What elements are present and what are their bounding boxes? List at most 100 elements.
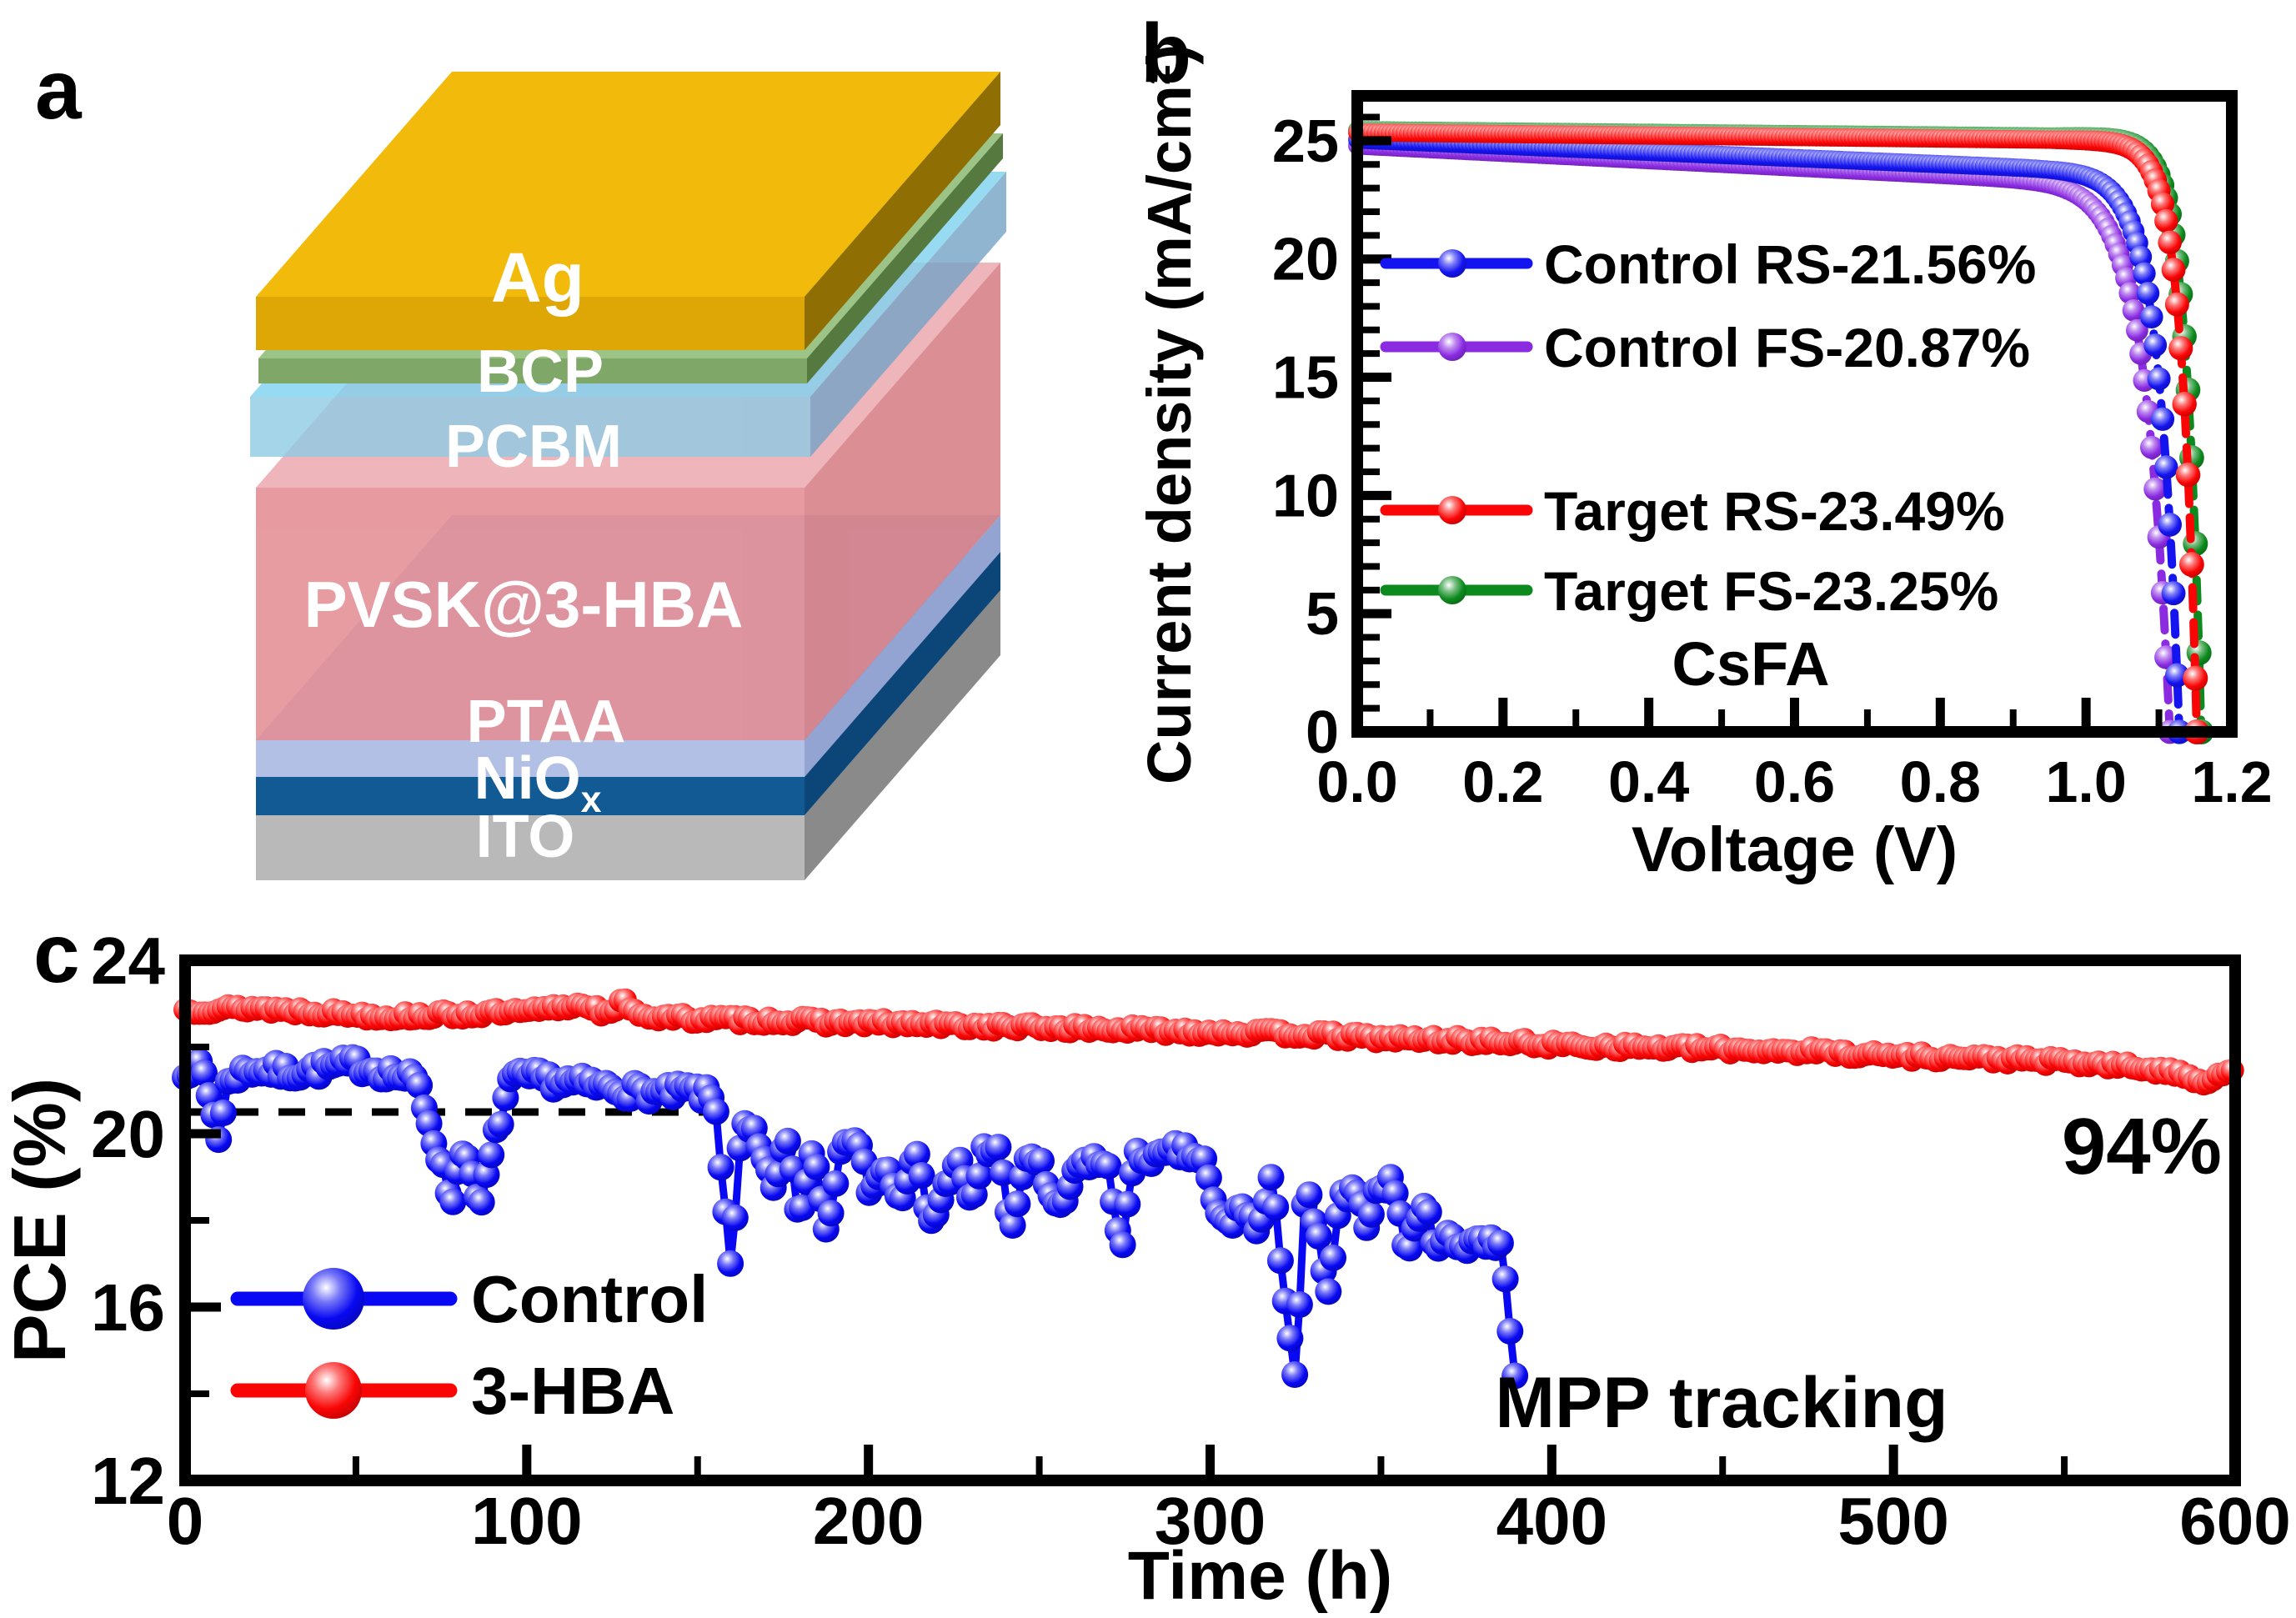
jv-x-tick-label: 1.0 (2046, 749, 2127, 814)
mpp-legend-label: Control (471, 1262, 708, 1336)
mpp-data-marker (191, 1059, 218, 1086)
mpp-data-marker (1296, 1181, 1323, 1209)
jv-legend-item-3: Target RS-23.49% (1380, 480, 2005, 542)
jv-x-tick-label: 0.8 (1900, 749, 1981, 814)
mpp-data-marker (717, 1250, 744, 1277)
mpp-data-marker (1262, 1194, 1290, 1221)
jv-data-marker (2158, 513, 2182, 537)
mpp-axes: 12 16 20 24 0 100 200 300 400 500 600 (91, 924, 2291, 1558)
jv-data-marker (2164, 663, 2189, 688)
jv-legend: Control RS-21.56% Control FS-20.87% Target… (1380, 233, 2036, 622)
layer-niox-front-face (256, 777, 805, 815)
layer-pcbm-side-face (810, 172, 1006, 457)
layer-niox-side-face (805, 552, 1000, 815)
jv-y-tick-label: 0 (1306, 699, 1339, 766)
jv-data-marker (2161, 581, 2186, 606)
mpp-data-marker (1501, 1362, 1529, 1390)
jv-x-tick-label: 0.6 (1754, 749, 1835, 814)
mpp-data-marker (1396, 1235, 1423, 1262)
jv-y-tick-label: 10 (1272, 463, 1339, 529)
mpp-data-marker (1315, 1278, 1342, 1305)
mpp-data-marker (1028, 1147, 1055, 1175)
jv-legend-label: Control FS-20.87% (1544, 317, 2030, 378)
mpp-data-marker (1195, 1164, 1222, 1191)
panel-b-letter: b (1140, 7, 1192, 100)
layer-pvsk-side-face (805, 263, 1000, 740)
jv-legend-item-1: Control RS-21.56% (1380, 233, 2036, 295)
layer-label-ag: Ag (491, 238, 584, 317)
jv-series-1 (1348, 130, 2192, 744)
jv-legend-label: Control RS-21.56% (1544, 233, 2036, 295)
layer-ito-side-face (805, 590, 1000, 880)
panel-c-letter: c (33, 907, 80, 1000)
jv-data-marker (2143, 477, 2168, 501)
annotation-retention-94: 94% (2062, 1102, 2222, 1191)
mpp-data-marker (817, 1200, 845, 1227)
mpp-plot-frame (179, 954, 2241, 1486)
jv-data-marker (2179, 552, 2204, 577)
mpp-data-marker (406, 1072, 434, 1099)
layer-ptaa-front-face (256, 740, 805, 777)
mpp-series-control (172, 1044, 1529, 1390)
jv-data-marker (2150, 407, 2175, 431)
jv-data-marker (2161, 258, 2186, 282)
mpp-data-marker (1320, 1244, 1346, 1271)
jv-legend-item-2: Control FS-20.87% (1380, 317, 2030, 378)
jv-y-tick-label: 15 (1272, 345, 1339, 412)
jv-legend-label: Target RS-23.49% (1544, 480, 2005, 542)
mpp-data-marker (468, 1189, 495, 1216)
mpp-data-marker (985, 1134, 1012, 1161)
mpp-x-tick-label: 100 (471, 1484, 582, 1558)
mpp-y-axis-title: PCE (%) (0, 1078, 81, 1363)
mpp-data-marker (1415, 1199, 1442, 1225)
mpp-x-tick-label: 500 (1837, 1484, 1948, 1558)
mpp-data-marker (1266, 1247, 1294, 1275)
jv-data-marker (2140, 435, 2163, 459)
jv-legend-label: Target FS-23.25% (1544, 560, 1998, 622)
layer-label-pvsk: PVSK@3-HBA (304, 568, 744, 641)
mpp-data-marker (439, 1188, 467, 1215)
jv-legend-item-4: Target FS-23.25% (1380, 560, 1998, 622)
mpp-data-marker (478, 1141, 505, 1169)
layer-ag (256, 72, 1000, 350)
mpp-data-marker (908, 1162, 935, 1189)
jv-data-marker (2143, 333, 2168, 357)
jv-legend-marker (1438, 333, 1466, 361)
mpp-legend: Control 3-HBA (230, 1262, 708, 1428)
layer-label-bcp: BCP (477, 338, 604, 405)
mpp-data-marker (903, 1140, 930, 1168)
jv-y-axis-title: Current density (mA/cm²) (1135, 44, 1204, 784)
mpp-data-marker (1486, 1230, 1514, 1257)
mpp-y-tick-label: 12 (91, 1444, 165, 1518)
mpp-data-marker (1004, 1190, 1031, 1218)
jv-data-marker (2164, 292, 2189, 317)
mpp-data-marker (721, 1204, 749, 1231)
layer-label-pcbm: PCBM (445, 413, 622, 480)
jv-data-marker (2136, 282, 2160, 305)
jv-legend-marker (1438, 576, 1466, 604)
layer-bcp-side-face (807, 133, 1003, 383)
layer-ag-top-face (256, 72, 1000, 297)
jv-annotation-csfa: CsFA (1672, 629, 1829, 699)
mpp-data-marker (1257, 1164, 1285, 1191)
jv-data-marker (2122, 299, 2145, 322)
layer-pcbm-front-face (250, 397, 810, 457)
mpp-plot: 12 16 20 24 0 100 200 300 400 500 600 Time (h) PCE (… (0, 924, 2291, 1614)
layer-ag-front-face (256, 297, 805, 350)
layer-label-ito: ITO (476, 804, 575, 870)
mpp-data-marker (965, 1162, 993, 1190)
mpp-legend-label: 3-HBA (471, 1354, 674, 1428)
mpp-data-marker (822, 1170, 850, 1197)
jv-plot: 0 5 10 15 20 25 0.0 0.2 0.4 0.6 0.8 1.0 1.2 Voltage (… (1135, 44, 2273, 885)
mpp-data-marker (1286, 1291, 1313, 1318)
mpp-data-marker (415, 1110, 443, 1137)
jv-x-tick-label: 1.2 (2191, 749, 2272, 814)
layer-label-ptaa: PTAA (467, 689, 626, 755)
mpp-data-marker (702, 1098, 729, 1125)
mpp-legend-item-1: Control (230, 1262, 708, 1336)
mpp-y-tick-label: 20 (91, 1097, 165, 1171)
jv-y-tick-label: 20 (1272, 227, 1339, 293)
jv-data-marker (2140, 305, 2163, 329)
jv-x-axis-title: Voltage (V) (1632, 814, 1958, 885)
jv-plot-frame (1351, 90, 2238, 738)
